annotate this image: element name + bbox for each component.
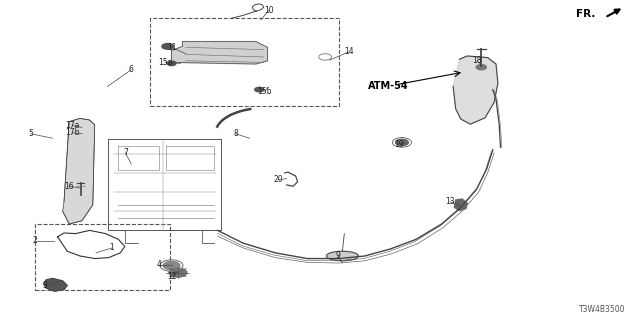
Text: 15a: 15a (158, 58, 172, 67)
Text: 13: 13 (445, 197, 455, 206)
Text: 3: 3 (42, 281, 47, 290)
Ellipse shape (326, 251, 358, 261)
Polygon shape (172, 42, 268, 64)
Circle shape (167, 61, 176, 66)
Text: 7: 7 (123, 148, 128, 157)
Text: 17b: 17b (65, 128, 79, 137)
Circle shape (162, 44, 173, 49)
Circle shape (163, 261, 180, 270)
Text: 5: 5 (28, 129, 33, 138)
Circle shape (396, 139, 408, 146)
Text: 11: 11 (167, 43, 176, 52)
Bar (35, 224, 170, 290)
Text: FR.: FR. (576, 9, 595, 20)
Circle shape (476, 65, 486, 70)
Text: 9: 9 (335, 251, 340, 260)
Text: 6: 6 (129, 65, 134, 74)
Text: 8: 8 (233, 129, 238, 138)
Text: 19: 19 (394, 140, 404, 148)
Text: 12: 12 (167, 272, 176, 281)
Circle shape (255, 87, 264, 92)
Text: 20: 20 (273, 175, 284, 184)
Bar (150, 18, 339, 106)
Polygon shape (44, 278, 67, 291)
Text: ATM-54: ATM-54 (368, 81, 408, 91)
Circle shape (169, 268, 187, 277)
Text: 14: 14 (344, 47, 354, 56)
Polygon shape (63, 118, 95, 224)
Polygon shape (453, 56, 498, 124)
Text: 17a: 17a (65, 121, 79, 130)
Text: 1: 1 (109, 244, 115, 252)
Text: 18: 18 (472, 56, 481, 65)
Text: 16: 16 (64, 182, 74, 191)
Text: T3W4B3500: T3W4B3500 (579, 305, 626, 314)
Polygon shape (454, 199, 467, 211)
Text: 10: 10 (264, 6, 274, 15)
Text: 15b: 15b (257, 87, 271, 96)
Text: 2: 2 (33, 236, 38, 245)
Text: 4: 4 (156, 260, 161, 269)
